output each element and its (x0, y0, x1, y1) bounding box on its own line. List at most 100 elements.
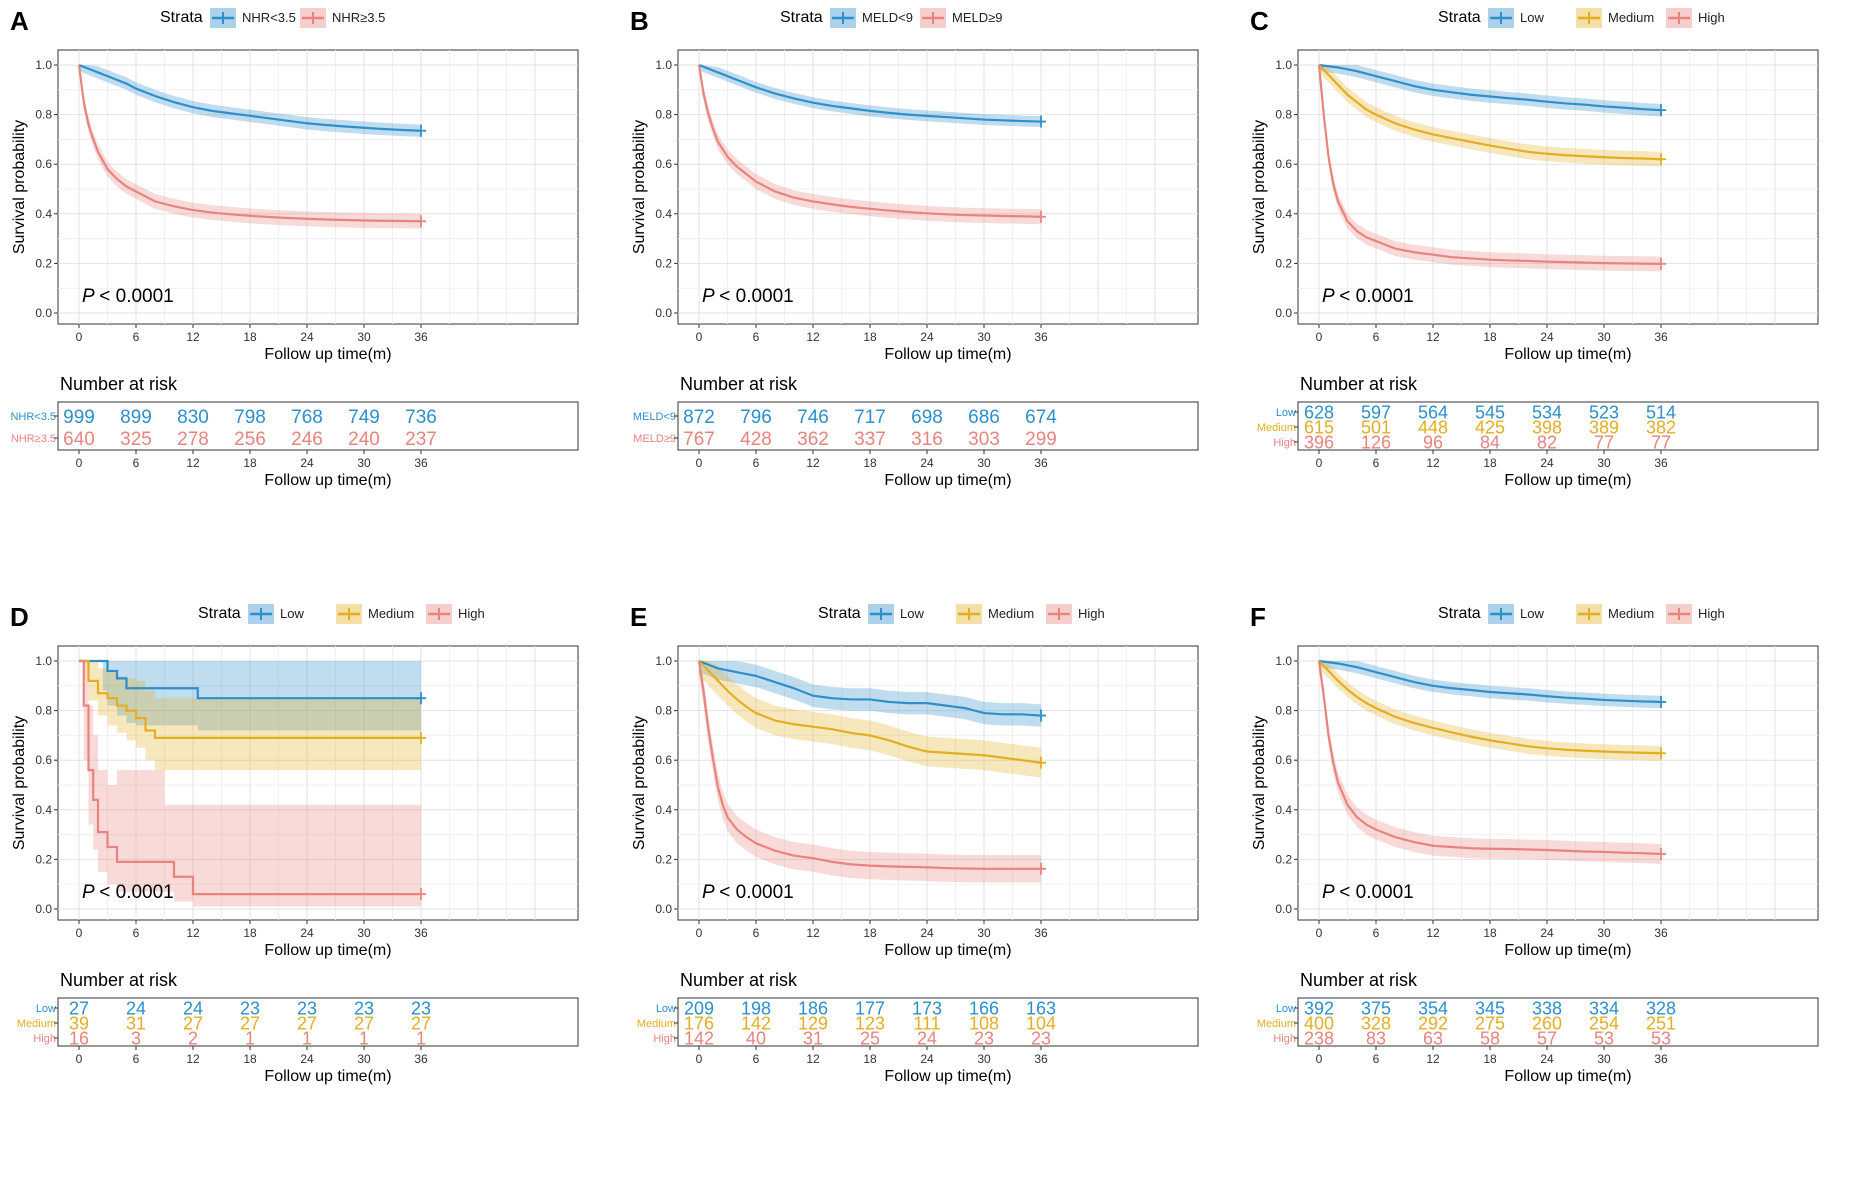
survival-curve (698, 63, 1042, 123)
x-tick-label: 6 (1373, 926, 1380, 940)
risk-count: 292 (1418, 1013, 1448, 1033)
risk-count: 16 (69, 1028, 89, 1048)
risk-count: 999 (63, 407, 95, 428)
legend-title: Strata (818, 605, 861, 622)
censor-mark (416, 215, 426, 228)
legend-item: Medium (1576, 604, 1654, 624)
censor-mark (1036, 862, 1046, 875)
p-value-text: < 0.0001 (1339, 882, 1414, 903)
censor-mark (1656, 847, 1666, 860)
panel-b: B Strata MELD<9 MELD≥9 0.0 0.2 0.4 0.6 0.8 1.0 0 6 1… (620, 0, 1240, 596)
risk-count: 27 (69, 998, 89, 1018)
risk-count: 523 (1589, 402, 1619, 422)
x-tick-label: 6 (753, 330, 760, 344)
legend-label: Low (1520, 10, 1544, 25)
legend-label: MELD<9 (862, 10, 913, 25)
ci-band (79, 661, 421, 731)
risk-count: 142 (684, 1028, 714, 1048)
panel-a: A Strata NHR<3.5 NHR≥3.5 0.0 0.2 0.4 0.6 0.8 1.0 0… (0, 0, 620, 596)
risk-count: 254 (1589, 1013, 1619, 1033)
risk-x-tick-label: 36 (1654, 1052, 1668, 1066)
y-tick-label: 0.2 (655, 256, 672, 270)
risk-row-label: Low (1276, 1003, 1296, 1015)
y-tick-label: 0.8 (1275, 704, 1292, 718)
y-tick-label: 0.6 (35, 157, 52, 171)
risk-table-title: Number at risk (60, 374, 178, 394)
risk-count: 767 (683, 429, 715, 450)
risk-x-tick-label: 24 (300, 1052, 314, 1066)
risk-x-tick-label: 12 (1426, 456, 1440, 470)
risk-count: 27 (411, 1013, 431, 1033)
risk-count: 1 (245, 1028, 255, 1048)
risk-count: 23 (974, 1028, 994, 1048)
risk-x-tick-label: 12 (186, 1052, 200, 1066)
risk-count: 126 (1361, 432, 1391, 452)
risk-count: 63 (1423, 1028, 1443, 1048)
x-tick-label: 0 (76, 330, 83, 344)
risk-row-label: High (1273, 1033, 1296, 1045)
risk-count: 674 (1025, 407, 1057, 428)
risk-x-tick-label: 0 (1316, 1052, 1323, 1066)
censor-mark (416, 692, 426, 705)
p-value: P < 0.0001 (82, 882, 174, 903)
x-tick-label: 6 (1373, 330, 1380, 344)
survival-curve (698, 659, 1042, 717)
risk-x-tick-label: 18 (1483, 1052, 1497, 1066)
risk-count: 58 (1480, 1028, 1500, 1048)
risk-x-tick-label: 6 (133, 1052, 140, 1066)
x-tick-label: 24 (300, 330, 314, 344)
risk-row-label: High (653, 1033, 676, 1045)
risk-x-tick-label: 6 (753, 1052, 760, 1066)
y-tick-label: 0.0 (35, 306, 52, 320)
censor-mark (1656, 104, 1666, 117)
y-axis-title: Survival probability (631, 120, 648, 254)
risk-table-frame (1297, 997, 1819, 1047)
legend-title: Strata (160, 9, 203, 26)
y-tick-label: 0.0 (1275, 306, 1292, 320)
legend-label: Medium (1608, 10, 1654, 25)
legend-item: MELD≥9 (920, 8, 1002, 28)
risk-count: 23 (297, 998, 317, 1018)
risk-count: 899 (120, 407, 152, 428)
risk-count: 77 (1594, 432, 1614, 452)
p-value: P < 0.0001 (1322, 286, 1414, 307)
risk-count: 686 (968, 407, 1000, 428)
risk-count: 316 (911, 429, 943, 450)
x-tick-label: 12 (186, 926, 200, 940)
risk-count: 53 (1651, 1028, 1671, 1048)
risk-count: 129 (798, 1013, 828, 1033)
risk-count: 501 (1361, 417, 1391, 437)
risk-x-tick-label: 30 (977, 456, 991, 470)
panel-label: E (630, 602, 647, 632)
risk-count: 615 (1304, 417, 1334, 437)
y-tick-label: 1.0 (655, 58, 672, 72)
legend-label: Low (1520, 606, 1544, 621)
risk-count: 303 (968, 429, 1000, 450)
km-chart-a: A Strata NHR<3.5 NHR≥3.5 0.0 0.2 0.4 0.6 0.8 1.0 0… (10, 6, 579, 489)
risk-count: 830 (177, 407, 209, 428)
legend-label: MELD≥9 (952, 10, 1002, 25)
risk-count: 396 (1304, 432, 1334, 452)
survival-curve (1318, 660, 1662, 755)
risk-row-label: Medium (1257, 422, 1296, 434)
panel-label: D (10, 602, 29, 632)
risk-count: 31 (803, 1028, 823, 1048)
censor-mark (1036, 756, 1046, 769)
risk-x-axis-title: Follow up time(m) (264, 1068, 391, 1085)
risk-count: 27 (354, 1013, 374, 1033)
panel-label: B (630, 6, 649, 36)
risk-x-tick-label: 18 (243, 1052, 257, 1066)
risk-x-tick-label: 0 (1316, 456, 1323, 470)
plot-area (677, 645, 1199, 921)
risk-row-label: High (33, 1033, 56, 1045)
risk-count: 84 (1480, 432, 1500, 452)
legend-title: Strata (780, 9, 823, 26)
risk-count: 246 (291, 429, 323, 450)
legend-item: Medium (956, 604, 1034, 624)
x-tick-label: 18 (243, 926, 257, 940)
risk-table-frame (677, 401, 1199, 451)
y-tick-label: 0.4 (35, 803, 52, 817)
y-tick-label: 0.4 (35, 207, 52, 221)
x-tick-label: 30 (977, 330, 991, 344)
x-tick-label: 0 (696, 926, 703, 940)
